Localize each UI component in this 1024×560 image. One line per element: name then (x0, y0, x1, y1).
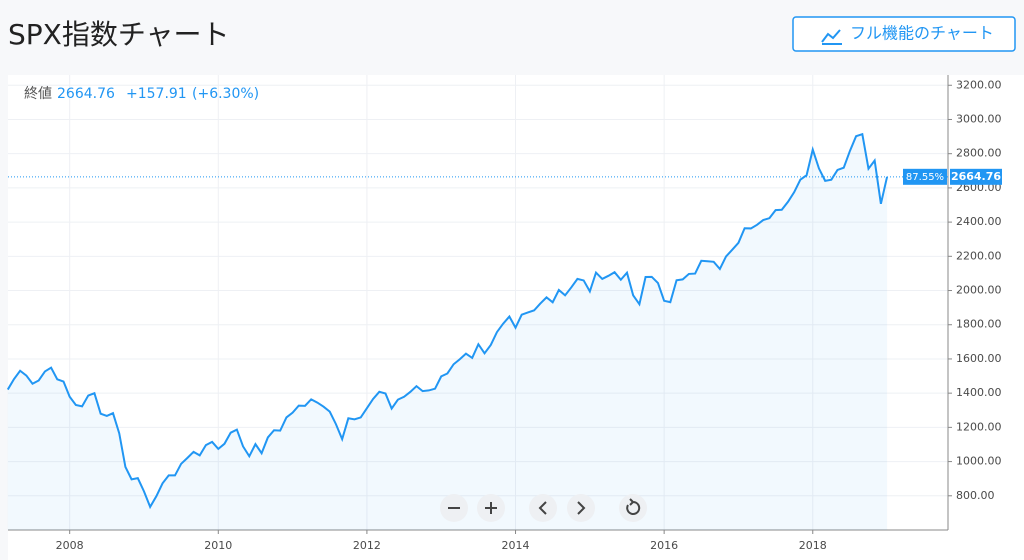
button-circle[interactable] (529, 494, 557, 522)
x-tick-label: 2018 (799, 539, 827, 552)
page-title: SPX指数チャート (8, 18, 230, 51)
legend-value: 2664.76 (57, 86, 115, 102)
x-tick-label: 2016 (650, 539, 678, 552)
reset-icon (626, 498, 641, 515)
zoom-in[interactable] (477, 494, 505, 522)
scroll-left[interactable] (529, 494, 557, 522)
y-tick-label: 800.00 (956, 489, 995, 502)
price-line (6, 132, 889, 510)
y-tick-label: 2400.00 (956, 215, 1002, 228)
full-chart-button[interactable]: フル機能のチャート (792, 16, 1016, 52)
y-tick-label: 1800.00 (956, 318, 1002, 331)
legend-label: 終値 (24, 86, 52, 102)
button-circle[interactable] (567, 494, 595, 522)
x-tick-label: 2010 (204, 539, 232, 552)
button-label[interactable]: フル機能のチャート (850, 24, 994, 43)
y-tick-label: 1400.00 (956, 386, 1002, 399)
scroll-right[interactable] (567, 494, 595, 522)
zoom-out[interactable] (440, 494, 468, 522)
pct-tag (903, 168, 947, 185)
plot: 800.00 1000.00 1200.00 1400.00 1600.00 1800.0… (6, 75, 1002, 552)
x-tick-label: 2014 (502, 539, 530, 552)
price-tag-label: 2664.76 (951, 170, 1001, 183)
reset[interactable] (619, 494, 647, 522)
y-tick-label: 2800.00 (956, 147, 1002, 160)
pct-tag-label: 87.55% (906, 172, 944, 183)
y-tick-label: 3200.00 (956, 78, 1002, 91)
legend: 終値 2664.76 +157.91 (+6.30%) (24, 86, 259, 102)
y-tick-label: 1600.00 (956, 352, 1002, 365)
legend-change-pct: (+6.30%) (192, 86, 259, 102)
x-tick-label: 2008 (56, 539, 84, 552)
nav-buttons (440, 494, 647, 522)
area (7, 134, 888, 530)
y-tick-label: 3000.00 (956, 112, 1002, 125)
plus-icon (485, 502, 497, 514)
button-frame[interactable] (792, 16, 1016, 52)
right-icon (577, 501, 586, 515)
x-tick-label: 2012 (353, 539, 381, 552)
button-icon (821, 29, 842, 45)
y-tick-label: 2200.00 (956, 249, 1002, 262)
price-tag (950, 168, 1002, 185)
y-tick-label: 1000.00 (956, 455, 1002, 468)
button-circle[interactable] (619, 494, 647, 522)
y-tick-label: 2000.00 (956, 284, 1002, 297)
legend-change: +157.91 (126, 86, 187, 102)
left-icon (538, 501, 547, 515)
y-tick-label: 1200.00 (956, 420, 1002, 433)
